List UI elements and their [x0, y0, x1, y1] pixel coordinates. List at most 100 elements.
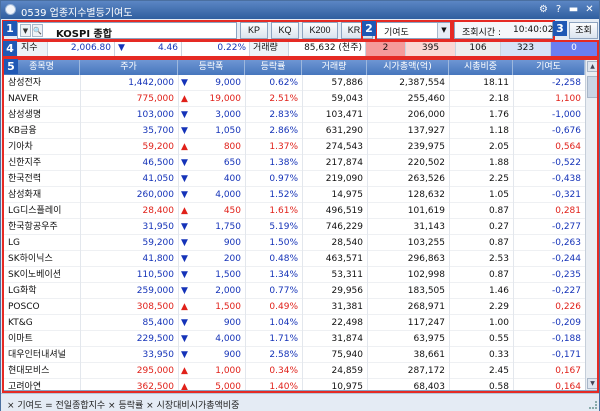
col-header-cap-weight[interactable]: 시총비중	[449, 60, 513, 75]
table-row[interactable]: 삼성생명 103,000 ▼ 3,000 2.83% 103,471 206,000 1.76…	[4, 107, 585, 123]
stock-table: 종목명 주가 등락폭 등락률 거래량 시가총액(억) 시총비중 기여도 삼성전자…	[3, 59, 599, 391]
formula-label: 기여도 = 전일종합지수 × 등락률 × 시장대비시가총액비중	[17, 401, 240, 411]
col-header-market-cap[interactable]: 시가총액(억)	[367, 60, 449, 75]
stat-falling: 323	[501, 41, 551, 56]
stock-volume: 24,859	[331, 366, 364, 376]
stock-contribution: -0,277	[551, 222, 581, 232]
stock-change: ▼ 900	[178, 315, 244, 331]
table-row[interactable]: 삼성전자 1,442,000 ▼ 9,000 0.62% 57,886 2,387,554 1…	[4, 75, 585, 91]
stock-contribution: 0,564	[555, 142, 581, 152]
stock-change: ▼ 3,000	[178, 107, 244, 123]
stock-rate: 1.37%	[269, 142, 298, 152]
table-row[interactable]: SK이노베이션 110,500 ▼ 1,500 1.34% 53,311 102,998 0.…	[4, 267, 585, 283]
table-row[interactable]: 현대모비스 295,000 ▲ 1,000 0.34% 24,859 287,172 2.45…	[4, 363, 585, 379]
stock-price: 59,200	[142, 238, 175, 248]
table-row[interactable]: 삼성화재 260,000 ▼ 4,000 1.52% 14,975 128,632 1.05 -…	[4, 187, 585, 203]
stock-price: 295,000	[136, 366, 174, 376]
table-row[interactable]: 신한지주 46,500 ▼ 650 1.38% 217,874 220,502 1.88 -0,…	[4, 155, 585, 171]
query-button[interactable]: 조회	[569, 22, 598, 39]
stock-contribution: -0,209	[551, 318, 581, 328]
chevron-down-icon[interactable]: ▼	[20, 24, 31, 37]
stock-change-value: 1,500	[215, 270, 241, 280]
stock-cap-weight: 2.05	[488, 142, 509, 152]
stock-volume: 53,311	[331, 270, 364, 280]
stock-name: POSCO	[8, 302, 40, 312]
chevron-down-icon[interactable]: ▼	[437, 23, 450, 38]
title-bar: 0539 업종지수별등기여도 ⚙ ? ▬ ✕	[1, 1, 599, 19]
col-header-price[interactable]: 주가	[80, 60, 178, 75]
stock-cap-weight: 1.18	[488, 126, 509, 136]
index-code-field[interactable]: ▼ 🔍 KOSPI 종합	[17, 22, 237, 40]
table-row[interactable]: LG화학 259,000 ▼ 2,000 0.77% 29,956 183,505 1.46 -…	[4, 283, 585, 299]
col-header-contribution[interactable]: 기여도	[513, 60, 585, 75]
stock-market-cap: 239,975	[407, 142, 445, 152]
kq-button[interactable]: KQ	[271, 22, 299, 39]
stock-change: ▼ 1,750	[178, 219, 244, 235]
stock-cap-weight: 2.29	[488, 302, 509, 312]
scroll-down-icon[interactable]: ▼	[587, 378, 598, 389]
table-row[interactable]: 한국전력 41,050 ▼ 400 0.97% 219,090 263,526 2.25 -0,…	[4, 171, 585, 187]
formula-footer: ⨯ 기여도 = 전일종합지수 × 등락률 × 시장대비시가총액비중	[1, 393, 599, 411]
stock-market-cap: 63,975	[413, 334, 446, 344]
search-icon[interactable]: 🔍	[32, 24, 43, 37]
table-row[interactable]: 대우인터내셔널 33,950 ▼ 900 2.58% 75,940 38,661 0.33 -0…	[4, 347, 585, 363]
stock-rate: 2.51%	[269, 94, 298, 104]
stock-change: ▼ 650	[178, 155, 244, 171]
stock-price: 85,400	[142, 318, 175, 328]
scroll-up-icon[interactable]: ▲	[587, 61, 598, 72]
table-row[interactable]: SK하이닉스 41,800 ▼ 200 0.48% 463,571 296,863 2.53 -…	[4, 251, 585, 267]
stock-change-value: 400	[223, 174, 241, 184]
query-time-box: 조회시간 : 10:40:02	[454, 21, 553, 39]
vertical-scrollbar[interactable]: ▲ ▼	[585, 60, 598, 390]
stock-rate: 0.34%	[269, 366, 298, 376]
stock-name: 고려아연	[8, 382, 42, 391]
stock-change: ▼ 900	[178, 347, 244, 363]
stock-cap-weight: 1.00	[488, 318, 509, 328]
index-code-name: KOSPI 종합	[56, 29, 112, 40]
gear-icon[interactable]: ⚙	[539, 4, 548, 15]
table-row[interactable]: 한국항공우주 31,950 ▼ 1,750 5.19% 746,229 31,143 0.27…	[4, 219, 585, 235]
stock-cap-weight: 2.18	[488, 94, 509, 104]
k200-button[interactable]: K200	[302, 22, 338, 39]
stock-market-cap: 263,526	[407, 174, 445, 184]
stock-volume: 496,519	[325, 206, 363, 216]
stock-name: SK이노베이션	[8, 270, 62, 280]
stock-market-cap: 206,000	[407, 110, 445, 120]
help-button[interactable]: ?	[555, 4, 562, 15]
table-row[interactable]: POSCO 308,500 ▲ 1,500 0.49% 31,381 268,971 2.29…	[4, 299, 585, 315]
stock-change: ▼ 4,000	[178, 331, 244, 347]
column-divider	[367, 75, 368, 390]
stock-contribution: -1,000	[551, 110, 581, 120]
col-header-volume[interactable]: 거래량	[302, 60, 367, 75]
col-header-rate[interactable]: 등락률	[245, 60, 302, 75]
stock-change-value: 1,750	[215, 222, 241, 232]
down-arrow-icon: ▼	[181, 238, 188, 248]
scroll-thumb[interactable]	[587, 76, 598, 98]
down-arrow-icon: ▼	[181, 110, 188, 120]
stock-change-value: 9,000	[215, 78, 241, 88]
col-header-name[interactable]: 종목명	[4, 60, 80, 75]
col-header-change[interactable]: 등락폭	[178, 60, 245, 75]
stock-volume: 28,540	[331, 238, 364, 248]
cross-icon: ⨯	[7, 401, 18, 411]
table-row[interactable]: NAVER 775,000 ▲ 19,000 2.51% 59,043 255,460 2.1…	[4, 91, 585, 107]
table-row[interactable]: 기아차 59,200 ▲ 800 1.37% 274,543 239,975 2.05 0,56…	[4, 139, 585, 155]
index-change: 4.46	[129, 41, 182, 56]
table-row[interactable]: KT&G 85,400 ▼ 900 1.04% 22,498 117,247 1.00 -0,2…	[4, 315, 585, 331]
close-button[interactable]: ✕	[585, 4, 594, 15]
table-row[interactable]: LG 59,200 ▼ 900 1.50% 28,540 103,255 0.87 -0,263	[4, 235, 585, 251]
table-row[interactable]: KB금융 35,700 ▼ 1,050 2.86% 631,290 137,927 1.18 -…	[4, 123, 585, 139]
stock-market-cap: 137,927	[407, 126, 445, 136]
stock-price: 33,950	[142, 350, 175, 360]
down-arrow-icon: ▼	[181, 222, 188, 232]
sort-select[interactable]: 기여도 ▼	[376, 22, 451, 39]
stock-contribution: 0,167	[555, 366, 581, 376]
stock-rate: 0.48%	[269, 254, 298, 264]
kp-button[interactable]: KP	[240, 22, 268, 39]
table-row[interactable]: 고려아연 362,500 ▲ 5,000 1.40% 10,975 68,403 0.58 0,…	[4, 379, 585, 391]
resize-grip-icon[interactable]	[589, 401, 597, 409]
minimize-button[interactable]: ▬	[568, 4, 579, 15]
table-row[interactable]: LG디스플레이 28,400 ▲ 450 1.61% 496,519 101,619 0.87…	[4, 203, 585, 219]
table-row[interactable]: 이마트 229,500 ▼ 4,000 1.71% 31,874 63,975 0.55 -0,…	[4, 331, 585, 347]
